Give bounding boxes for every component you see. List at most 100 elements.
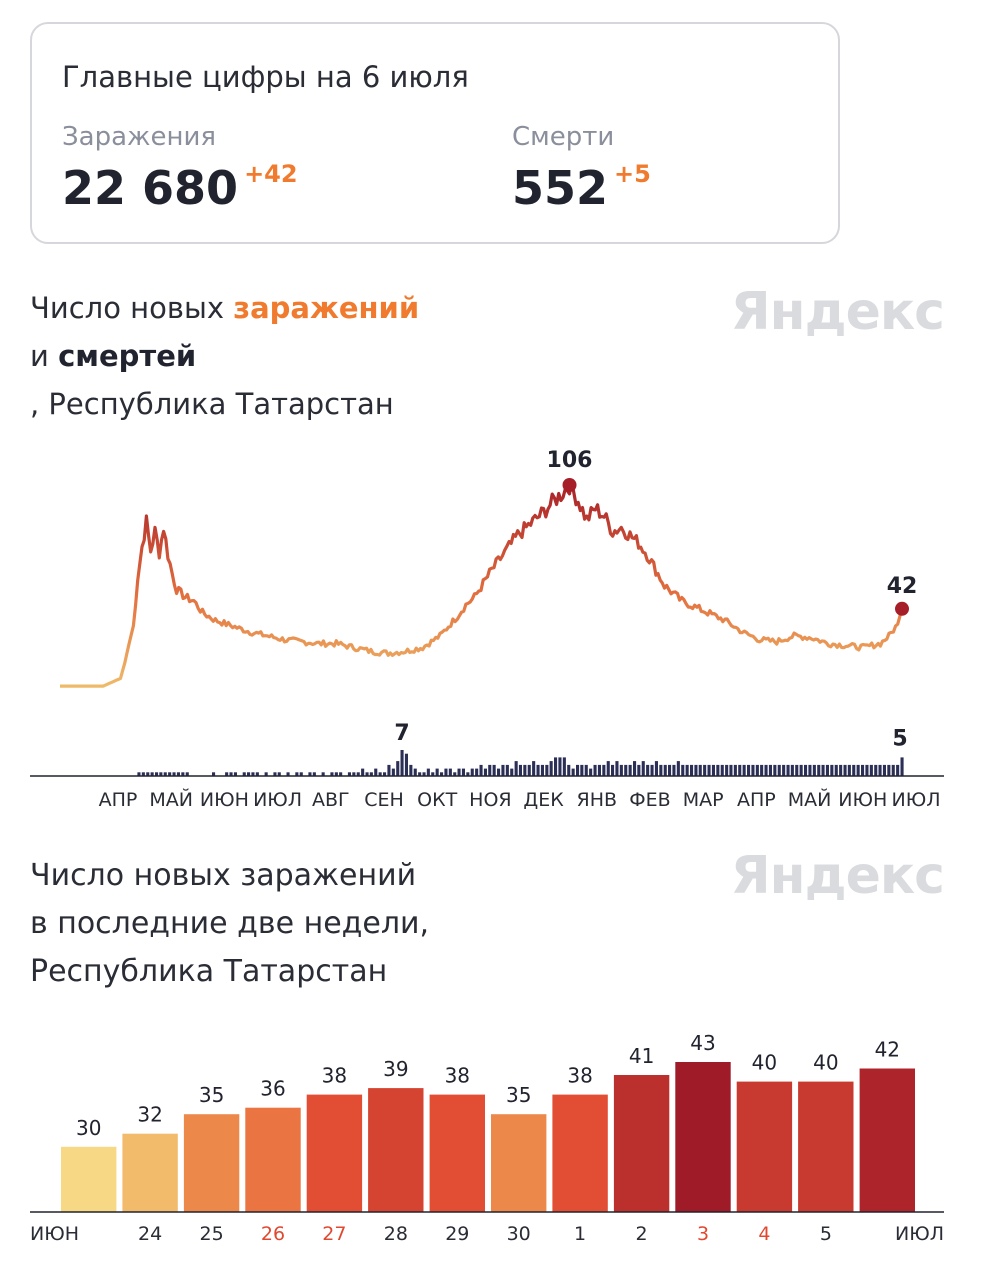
deaths-bar xyxy=(882,764,886,776)
deaths-bar xyxy=(624,764,628,776)
deaths-bar xyxy=(663,764,667,776)
deaths-bar xyxy=(878,764,882,776)
cases-line xyxy=(60,479,904,688)
deaths-bar xyxy=(685,764,689,776)
deaths-bar xyxy=(527,764,531,776)
deaths-bar xyxy=(466,772,470,776)
deaths-bar xyxy=(435,768,439,776)
deaths-bar xyxy=(847,764,851,776)
bar-category-label: 4 xyxy=(758,1223,770,1245)
deaths-bar xyxy=(229,772,233,776)
deaths-bar xyxy=(400,750,404,776)
deaths-bar xyxy=(852,764,856,776)
bar-value-label: 35 xyxy=(199,1083,224,1107)
deaths-bar xyxy=(843,764,847,776)
deaths-bar xyxy=(277,772,281,776)
bar-value-labels: 30 32 35 36 38 39 38 35 38 41 43 40 40 42 xyxy=(76,1031,900,1140)
deaths-bar xyxy=(448,768,452,776)
deaths-bar xyxy=(330,772,334,776)
deaths-bar xyxy=(374,768,378,776)
deaths-bar xyxy=(668,764,672,776)
deaths-bar xyxy=(821,764,825,776)
deaths-bar xyxy=(286,772,290,776)
deaths-bar xyxy=(422,772,426,776)
deaths-bar xyxy=(707,764,711,776)
deaths-bar xyxy=(694,764,698,776)
deaths-bar xyxy=(181,772,185,776)
deaths-bar xyxy=(676,761,680,776)
bar-value-label: 38 xyxy=(322,1064,347,1088)
bar-value-label: 39 xyxy=(383,1057,408,1081)
deaths-bar xyxy=(812,764,816,776)
deaths-bar xyxy=(163,772,167,776)
bar xyxy=(183,1114,240,1212)
deaths-bar xyxy=(369,772,373,776)
chart1-heading-region: , Республика Татарстан xyxy=(30,387,394,421)
deaths-bar xyxy=(404,753,408,776)
bar-value-label: 40 xyxy=(752,1051,777,1075)
x-tick-label: ОКТ xyxy=(417,789,457,811)
bar-category-label: 24 xyxy=(138,1223,162,1245)
deaths-bar xyxy=(312,772,316,776)
deaths-bar xyxy=(518,764,522,776)
bar-value-label: 43 xyxy=(690,1031,715,1055)
deaths-bar xyxy=(869,764,873,776)
deaths-bar xyxy=(799,764,803,776)
bar xyxy=(798,1081,854,1212)
cases-delta: +42 xyxy=(244,160,298,188)
deaths-bar xyxy=(786,764,790,776)
x-tick-label: ИЮН xyxy=(838,789,887,811)
bar xyxy=(675,1062,731,1212)
bars-group xyxy=(61,1062,915,1212)
chart2-heading-line3: Республика Татарстан xyxy=(30,954,388,989)
deaths-bar xyxy=(628,764,632,776)
chart1-heading-deaths: смертей xyxy=(58,339,197,373)
bar-category-label: ИЮЛ xyxy=(895,1223,944,1245)
deaths-bar xyxy=(874,764,878,776)
bar-category-label: 2 xyxy=(636,1223,648,1245)
yandex-logo: Яндекс xyxy=(730,282,945,342)
deaths-bar xyxy=(409,764,413,776)
cases-peak-label: 106 xyxy=(547,448,593,473)
deaths-bar xyxy=(483,768,487,776)
bar xyxy=(306,1094,363,1212)
cases-peak-dot xyxy=(562,478,577,492)
bar xyxy=(122,1133,178,1212)
deaths-bar xyxy=(295,772,299,776)
deaths-bar xyxy=(168,772,172,776)
deaths-bar xyxy=(641,761,645,776)
deaths-bar xyxy=(742,764,746,776)
x-tick-label: МАР xyxy=(683,789,724,811)
deaths-bar xyxy=(861,764,865,776)
deaths-bar xyxy=(212,772,216,776)
deaths-bar xyxy=(777,764,781,776)
deaths-bar xyxy=(461,768,465,776)
deaths-value-block: 552 +5 xyxy=(512,160,651,215)
deaths-bar xyxy=(698,764,702,776)
bar-category-label: 1 xyxy=(574,1223,586,1245)
deaths-bar xyxy=(646,764,650,776)
deaths-bar xyxy=(795,764,799,776)
bar-value-label: 35 xyxy=(506,1083,531,1107)
deaths-bar xyxy=(247,772,251,776)
deaths-bar xyxy=(251,772,255,776)
deaths-bar xyxy=(773,764,777,776)
deaths-bar xyxy=(501,764,505,776)
deaths-bar xyxy=(155,772,159,776)
deaths-bar xyxy=(361,768,365,776)
deaths-bar xyxy=(900,757,904,776)
bar-value-label: 42 xyxy=(875,1038,900,1062)
bar-value-label: 32 xyxy=(137,1103,162,1127)
deaths-bar xyxy=(729,764,733,776)
x-tick-label: МАЙ xyxy=(149,788,193,811)
deaths-bar xyxy=(431,772,435,776)
deaths-bar xyxy=(505,764,509,776)
deaths-bar xyxy=(584,764,588,776)
bar-category-label: 3 xyxy=(697,1223,709,1245)
x-tick-label: ИЮЛ xyxy=(253,789,302,811)
deaths-bar xyxy=(383,772,387,776)
deaths-bar xyxy=(536,764,540,776)
x-tick-label: МАЙ xyxy=(788,788,832,811)
bar-category-label: 26 xyxy=(261,1223,285,1245)
deaths-bar xyxy=(356,772,360,776)
